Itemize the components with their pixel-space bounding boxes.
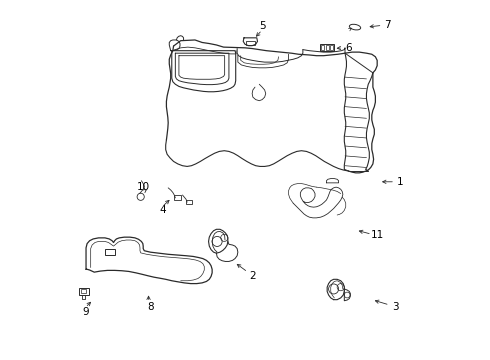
Bar xyxy=(330,45,333,50)
Text: 10: 10 xyxy=(137,182,150,192)
Bar xyxy=(321,45,324,50)
Text: 2: 2 xyxy=(249,271,255,282)
Text: 9: 9 xyxy=(83,307,89,317)
Text: 8: 8 xyxy=(147,302,154,312)
Bar xyxy=(174,195,181,200)
Bar xyxy=(78,288,89,295)
Bar xyxy=(105,249,115,255)
Text: 3: 3 xyxy=(392,302,398,312)
Bar xyxy=(320,44,334,51)
Bar xyxy=(186,200,192,204)
Text: 1: 1 xyxy=(397,177,404,187)
Bar xyxy=(81,289,86,293)
Bar xyxy=(326,45,329,50)
Text: 11: 11 xyxy=(370,230,384,240)
Bar xyxy=(246,41,255,45)
Text: 7: 7 xyxy=(385,19,391,30)
Text: 4: 4 xyxy=(160,205,166,215)
Text: 6: 6 xyxy=(345,43,352,53)
Text: 5: 5 xyxy=(260,21,266,31)
